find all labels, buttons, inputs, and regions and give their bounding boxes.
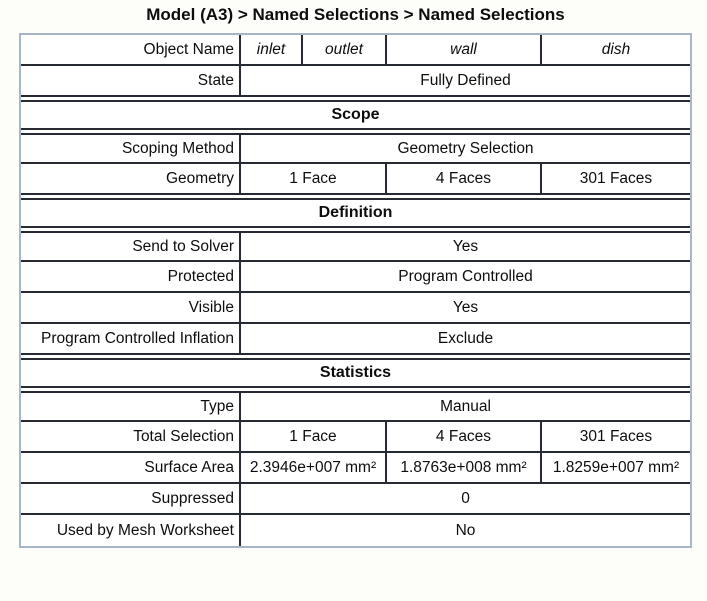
- row-label-program-controlled-inflation: Program Controlled Inflation: [41, 329, 234, 347]
- row-label-scoping-method: Scoping Method: [121, 139, 234, 157]
- geometry-value-wall: 4 Faces: [385, 164, 540, 193]
- row-label-geometry: Geometry: [165, 169, 234, 187]
- geometry-value-dish: 301 Faces: [540, 164, 690, 193]
- row-label-object-name: Object Name: [143, 40, 234, 58]
- row-label-used-by-mesh-worksheet: Used by Mesh Worksheet: [56, 521, 234, 539]
- table-row-program-controlled-inflation: Program Controlled Inflation Exclude: [21, 324, 690, 355]
- used-by-mesh-worksheet-value: No: [239, 515, 690, 546]
- type-value: Manual: [239, 393, 690, 420]
- protected-value: Program Controlled: [239, 262, 690, 291]
- total-selection-value-inlet-outlet: 1 Face: [239, 422, 385, 451]
- table-row-state: State Fully Defined: [21, 66, 690, 97]
- table-row-type: Type Manual: [21, 391, 690, 422]
- object-name-inlet: inlet: [239, 35, 301, 64]
- scoping-method-value: Geometry Selection: [239, 135, 690, 162]
- state-value: Fully Defined: [239, 66, 690, 95]
- section-header-statistics: Statistics: [21, 358, 690, 388]
- table-row-suppressed: Suppressed 0: [21, 484, 690, 515]
- table-row-send-to-solver: Send to Solver Yes: [21, 231, 690, 262]
- table-row-protected: Protected Program Controlled: [21, 262, 690, 293]
- section-header-scope: Scope: [21, 100, 690, 130]
- row-label-suppressed: Suppressed: [151, 489, 234, 507]
- row-label-surface-area: Surface Area: [144, 458, 234, 476]
- total-selection-value-dish: 301 Faces: [540, 422, 690, 451]
- send-to-solver-value: Yes: [239, 233, 690, 260]
- table-row-used-by-mesh-worksheet: Used by Mesh Worksheet No: [21, 515, 690, 546]
- total-selection-value-wall: 4 Faces: [385, 422, 540, 451]
- program-controlled-inflation-value: Exclude: [239, 324, 690, 353]
- surface-area-value-wall: 1.8763e+008 mm²: [385, 453, 540, 482]
- row-label-state: State: [197, 71, 234, 89]
- named-selections-properties-table: Object Name inlet outlet wall dish State…: [19, 33, 692, 548]
- row-label-protected: Protected: [167, 267, 234, 285]
- surface-area-value-dish: 1.8259e+007 mm²: [540, 453, 690, 482]
- object-name-wall: wall: [385, 35, 540, 64]
- table-row-scoping-method: Scoping Method Geometry Selection: [21, 133, 690, 164]
- table-row-visible: Visible Yes: [21, 293, 690, 324]
- table-row-geometry: Geometry 1 Face 4 Faces 301 Faces: [21, 164, 690, 195]
- table-row-total-selection: Total Selection 1 Face 4 Faces 301 Faces: [21, 422, 690, 453]
- row-label-type: Type: [200, 397, 234, 415]
- object-name-outlet: outlet: [301, 35, 385, 64]
- object-name-dish: dish: [540, 35, 690, 64]
- row-label-total-selection: Total Selection: [133, 427, 234, 445]
- row-label-visible: Visible: [188, 298, 234, 316]
- visible-value: Yes: [239, 293, 690, 322]
- table-row-surface-area: Surface Area 2.3946e+007 mm² 1.8763e+008…: [21, 453, 690, 484]
- table-row-object-name: Object Name inlet outlet wall dish: [21, 35, 690, 66]
- surface-area-value-inlet-outlet: 2.3946e+007 mm²: [239, 453, 385, 482]
- row-label-send-to-solver: Send to Solver: [132, 237, 234, 255]
- page-title: Model (A3) > Named Selections > Named Se…: [146, 5, 565, 24]
- suppressed-value: 0: [239, 484, 690, 513]
- geometry-value-inlet-outlet: 1 Face: [239, 164, 385, 193]
- section-header-definition: Definition: [21, 198, 690, 228]
